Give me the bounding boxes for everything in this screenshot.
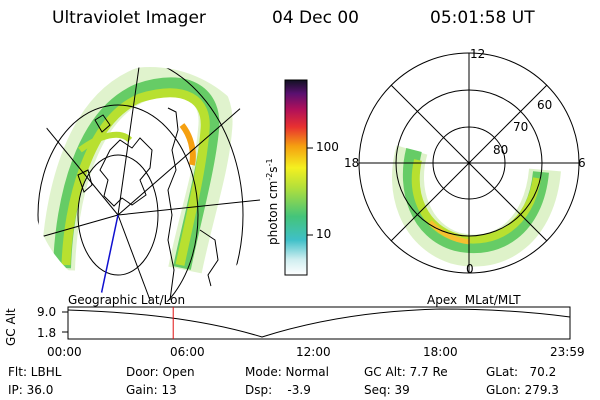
mlt-label-18: 18	[344, 156, 360, 170]
timeline-xtick-0600: 06:00	[170, 345, 205, 359]
timeline-xtick-2359: 23:59	[550, 345, 585, 359]
instrument-title: Ultraviolet Imager	[52, 8, 206, 28]
date-label: 04 Dec 00	[272, 8, 359, 28]
mlat-label-70: 70	[513, 120, 529, 134]
altitude-timeline	[62, 306, 571, 340]
colorbar-tick-100: 100	[316, 140, 339, 154]
timeline-ytick-9: 9.0	[37, 305, 57, 319]
apex-caption: Apex MLat/MLT	[427, 293, 521, 307]
mlt-label-12: 12	[470, 47, 486, 61]
geographic-map	[32, 67, 261, 303]
mlat-label-60: 60	[537, 98, 553, 112]
colorbar-units: photon cm-2s-1	[265, 158, 280, 245]
colorbar-tick-10: 10	[316, 227, 332, 241]
mlat-mlt-plot	[358, 52, 580, 274]
mode-readout: Mode: Normal	[245, 365, 329, 379]
time-label: 05:01:58 UT	[430, 8, 535, 28]
mlt-label-6: 6	[578, 156, 586, 170]
timeline-xtick-1800: 18:00	[423, 345, 458, 359]
mlt-label-0: 0	[466, 262, 474, 276]
timeline-xtick-0000: 00:00	[47, 345, 82, 359]
glat-readout: GLat: 70.2	[486, 365, 557, 379]
timeline-ytick-1.8: 1.8	[37, 326, 57, 340]
timeline-ylabel: GC Alt	[4, 308, 18, 346]
mlat-label-80: 80	[493, 143, 509, 157]
timeline-xtick-1200: 12:00	[296, 345, 331, 359]
geographic-caption: Geographic Lat/Lon	[68, 293, 186, 307]
glon-readout: GLon: 279.3	[486, 383, 559, 397]
ip-readout: IP: 36.0	[8, 383, 54, 397]
filter-readout: Flt: LBHL	[8, 365, 62, 379]
colorbar	[284, 79, 313, 276]
seq-readout: Seq: 39	[364, 383, 410, 397]
gcalt-readout: GC Alt: 7.7 Re	[364, 365, 448, 379]
dsp-readout: Dsp: -3.9	[245, 383, 311, 397]
door-readout: Door: Open	[126, 365, 195, 379]
gain-readout: Gain: 13	[126, 383, 177, 397]
